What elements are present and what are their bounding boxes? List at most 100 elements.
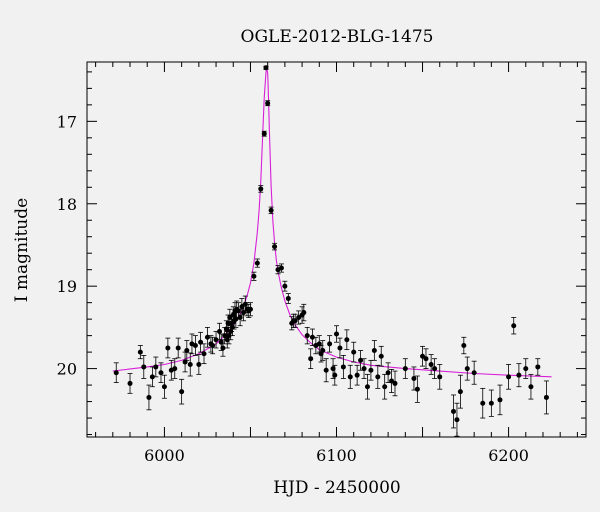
model-curve (112, 68, 552, 378)
data-point (334, 331, 339, 337)
data-point (347, 374, 353, 380)
data-point (516, 372, 522, 378)
data-point (323, 367, 329, 373)
data-point (146, 394, 152, 400)
data-point (402, 366, 408, 372)
data-point (263, 65, 269, 71)
axis-ticks (87, 62, 586, 437)
y-axis-label: I magnitude (12, 198, 32, 302)
data-point (149, 374, 155, 380)
data-point (301, 310, 307, 316)
plot-frame (86, 61, 587, 438)
data-point (423, 356, 429, 362)
x-tick-label: 6000 (144, 446, 185, 465)
data-point (226, 333, 232, 339)
data-point (392, 380, 398, 386)
data-point (471, 370, 477, 376)
data-point (523, 366, 529, 372)
data-point (278, 265, 284, 271)
data-point (457, 389, 463, 395)
data-point (237, 314, 243, 320)
data-point (428, 361, 434, 367)
data-point (454, 417, 460, 423)
data-point (385, 370, 391, 376)
model-layer (112, 68, 552, 378)
data-point (320, 347, 326, 353)
data-point (528, 384, 534, 390)
data-point (247, 306, 253, 312)
data-point (330, 366, 336, 372)
data-point (371, 347, 377, 353)
data-point (464, 366, 470, 372)
data-point (337, 345, 343, 351)
data-point (327, 341, 333, 347)
data-point (225, 320, 231, 326)
data-point (172, 366, 178, 372)
data-point (432, 366, 438, 372)
data-point (179, 389, 185, 395)
data-point (382, 384, 388, 390)
data-point (220, 345, 226, 351)
y-tick-label: 18 (57, 195, 77, 214)
data-point (165, 345, 171, 351)
data-point (344, 337, 350, 343)
data-point (210, 343, 216, 349)
x-axis-label: HJD - 2450000 (273, 478, 401, 498)
y-tick-label: 20 (57, 360, 77, 379)
data-point (354, 372, 360, 378)
data-point (187, 361, 193, 367)
data-point (292, 318, 298, 324)
data-point (282, 283, 288, 289)
data-point (480, 400, 486, 406)
y-tick-label: 17 (57, 112, 77, 131)
data-point (364, 384, 370, 390)
data-point (137, 349, 143, 355)
data-point (420, 353, 426, 359)
data-point (201, 351, 207, 357)
data-point (506, 374, 512, 380)
data-point (158, 370, 164, 376)
data-point (543, 394, 549, 400)
data-point (268, 207, 274, 213)
chart-title: OGLE-2012-BLG-1475 (241, 27, 434, 47)
data-points (113, 65, 549, 437)
data-point (497, 397, 503, 403)
data-point (368, 367, 374, 373)
data-point (254, 260, 260, 266)
data-point (351, 349, 357, 355)
data-point (216, 329, 222, 335)
data-point (340, 364, 346, 370)
data-point (304, 333, 310, 339)
data-point (184, 347, 190, 353)
data-point (224, 337, 230, 343)
data-point (389, 378, 395, 384)
data-point (332, 372, 338, 378)
data-point (309, 334, 315, 340)
data-point (261, 131, 267, 137)
data-point (213, 337, 219, 343)
data-point (153, 364, 159, 370)
data-point (175, 345, 181, 351)
data-point (535, 364, 541, 370)
x-tick-label: 6100 (316, 446, 357, 465)
data-point (411, 375, 417, 381)
data-point (451, 408, 457, 414)
data-point (361, 366, 367, 372)
data-point (196, 361, 202, 367)
data-point (296, 314, 302, 320)
data-point (375, 374, 381, 380)
data-point (113, 370, 119, 376)
x-tick-label: 6200 (488, 446, 529, 465)
data-point (161, 384, 167, 390)
data-point (414, 386, 420, 392)
data-point (272, 244, 278, 250)
data-point (141, 364, 147, 370)
data-point (461, 343, 467, 349)
tick-labels: 6000 6100 6200 17 18 19 20 (57, 112, 529, 465)
data-point (192, 343, 198, 349)
data-point (239, 304, 245, 310)
data-point (378, 353, 384, 359)
data-point (308, 356, 314, 362)
y-tick-label: 19 (57, 277, 77, 296)
data-point (437, 374, 443, 380)
